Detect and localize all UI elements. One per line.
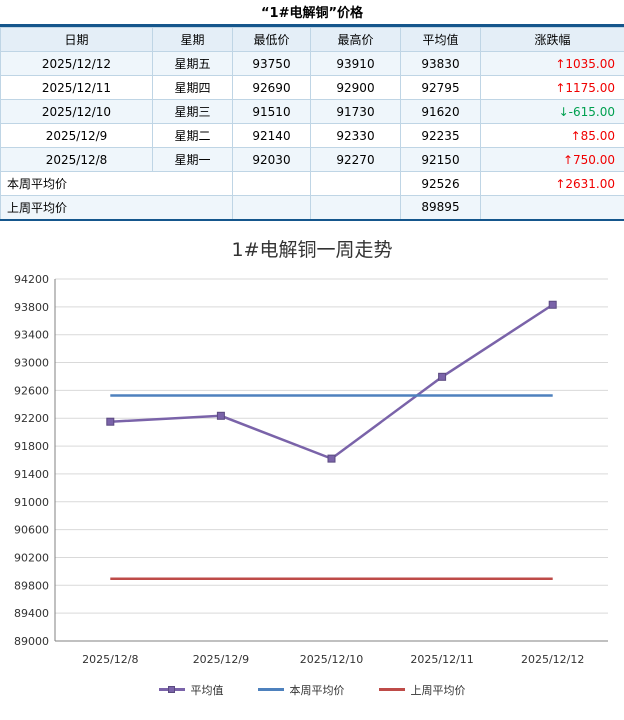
- header-high: 最高价: [310, 27, 401, 52]
- svg-text:2025/12/12: 2025/12/12: [521, 653, 584, 666]
- cell-avg: 92795: [400, 75, 481, 100]
- cell-change: [480, 195, 624, 220]
- cell-change: ↓-615.00: [480, 99, 624, 124]
- table-row: 2025/12/11 星期四 92690 92900 92795 ↑1175.0…: [0, 75, 624, 100]
- cell-date: 2025/12/8: [0, 147, 153, 172]
- chart-legend: 平均值 本周平均价 上周平均价: [0, 677, 624, 703]
- cell-weekday: 星期三: [152, 99, 233, 124]
- cell-avg: 93830: [400, 51, 481, 76]
- chart-title: 1#电解铜一周走势: [231, 238, 393, 261]
- cell-date: 2025/12/9: [0, 123, 153, 148]
- cell-low: 92140: [232, 123, 311, 148]
- cell-high: [310, 195, 401, 220]
- header-change: 涨跌幅: [480, 27, 624, 52]
- cell-low: 92030: [232, 147, 311, 172]
- svg-text:93800: 93800: [14, 300, 49, 313]
- table-row: 2025/12/12 星期五 93750 93910 93830 ↑1035.0…: [0, 51, 624, 76]
- svg-text:89000: 89000: [14, 635, 49, 648]
- cell-change: ↑85.00: [480, 123, 624, 148]
- cell-high: 92270: [310, 147, 401, 172]
- svg-text:2025/12/8: 2025/12/8: [82, 653, 138, 666]
- trend-chart: 1#电解铜一周走势 89000 89400 89800 90200 90600 91000…: [0, 235, 624, 703]
- cell-avg: 92526: [400, 171, 481, 196]
- legend-label-this-week: 本周平均价: [289, 683, 345, 697]
- svg-text:91400: 91400: [14, 467, 49, 480]
- svg-text:2025/12/11: 2025/12/11: [410, 653, 473, 666]
- svg-text:92200: 92200: [14, 412, 49, 425]
- cell-change: ↑1175.00: [480, 75, 624, 100]
- svg-text:2025/12/9: 2025/12/9: [193, 653, 249, 666]
- header-weekday: 星期: [152, 27, 233, 52]
- table-row: 2025/12/8 星期一 92030 92270 92150 ↑750.00: [0, 147, 624, 172]
- cell-date: 2025/12/11: [0, 75, 153, 100]
- legend-marker-last-week: [378, 688, 405, 691]
- table-header-row: 日期 星期 最低价 最高价 平均值 涨跌幅: [0, 27, 624, 52]
- svg-text:89800: 89800: [14, 579, 49, 592]
- summary-label: 上周平均价: [0, 195, 233, 220]
- svg-text:93000: 93000: [14, 356, 49, 369]
- cell-high: [310, 171, 401, 196]
- cell-avg: 92235: [400, 123, 481, 148]
- table-row: 2025/12/9 星期二 92140 92330 92235 ↑85.00: [0, 123, 624, 148]
- cell-change: ↑750.00: [480, 147, 624, 172]
- page-title: “1#电解铜”价格: [0, 0, 624, 27]
- trend-chart-plot: 89000 89400 89800 90200 90600 91000 91400 91800…: [14, 273, 608, 666]
- cell-date: 2025/12/10: [0, 99, 153, 124]
- svg-text:90200: 90200: [14, 551, 49, 564]
- header-low: 最低价: [232, 27, 311, 52]
- legend-label-last-week: 上周平均价: [410, 683, 466, 697]
- cell-avg: 91620: [400, 99, 481, 124]
- cell-low: 92690: [232, 75, 311, 100]
- cell-high: 92900: [310, 75, 401, 100]
- legend-item-avg: 平均值: [158, 682, 224, 698]
- cell-change: ↑1035.00: [480, 51, 624, 76]
- cell-avg: 92150: [400, 147, 481, 172]
- cell-high: 92330: [310, 123, 401, 148]
- cell-weekday: 星期一: [152, 147, 233, 172]
- cell-high: 91730: [310, 99, 401, 124]
- svg-text:94200: 94200: [14, 273, 49, 286]
- summary-row-this-week: 本周平均价 92526 ↑2631.00: [0, 171, 624, 196]
- svg-text:91800: 91800: [14, 440, 49, 453]
- header-date: 日期: [0, 27, 153, 52]
- cell-avg: 89895: [400, 195, 481, 220]
- summary-row-last-week: 上周平均价 89895: [0, 195, 624, 220]
- cell-high: 93910: [310, 51, 401, 76]
- square-marker-icon: [167, 686, 175, 693]
- table-row: 2025/12/10 星期三 91510 91730 91620 ↓-615.0…: [0, 99, 624, 124]
- cell-date: 2025/12/12: [0, 51, 153, 76]
- cell-low: [232, 171, 311, 196]
- svg-text:91000: 91000: [14, 495, 49, 508]
- legend-marker-this-week: [257, 688, 284, 691]
- cell-weekday: 星期五: [152, 51, 233, 76]
- summary-label: 本周平均价: [0, 171, 233, 196]
- svg-text:90600: 90600: [14, 523, 49, 536]
- svg-text:2025/12/10: 2025/12/10: [300, 653, 363, 666]
- svg-text:89400: 89400: [14, 607, 49, 620]
- price-table: 日期 星期 最低价 最高价 平均值 涨跌幅 2025/12/12 星期五 937…: [0, 27, 624, 221]
- header-avg: 平均值: [400, 27, 481, 52]
- legend-item-last-week: 上周平均价: [378, 682, 466, 698]
- svg-text:93400: 93400: [14, 328, 49, 341]
- legend-label-avg: 平均值: [190, 683, 224, 697]
- svg-text:92600: 92600: [14, 384, 49, 397]
- legend-marker-avg: [158, 686, 185, 693]
- cell-weekday: 星期四: [152, 75, 233, 100]
- cell-low: 93750: [232, 51, 311, 76]
- cell-low: [232, 195, 311, 220]
- legend-item-this-week: 本周平均价: [257, 682, 345, 698]
- cell-low: 91510: [232, 99, 311, 124]
- cell-weekday: 星期二: [152, 123, 233, 148]
- cell-change: ↑2631.00: [480, 171, 624, 196]
